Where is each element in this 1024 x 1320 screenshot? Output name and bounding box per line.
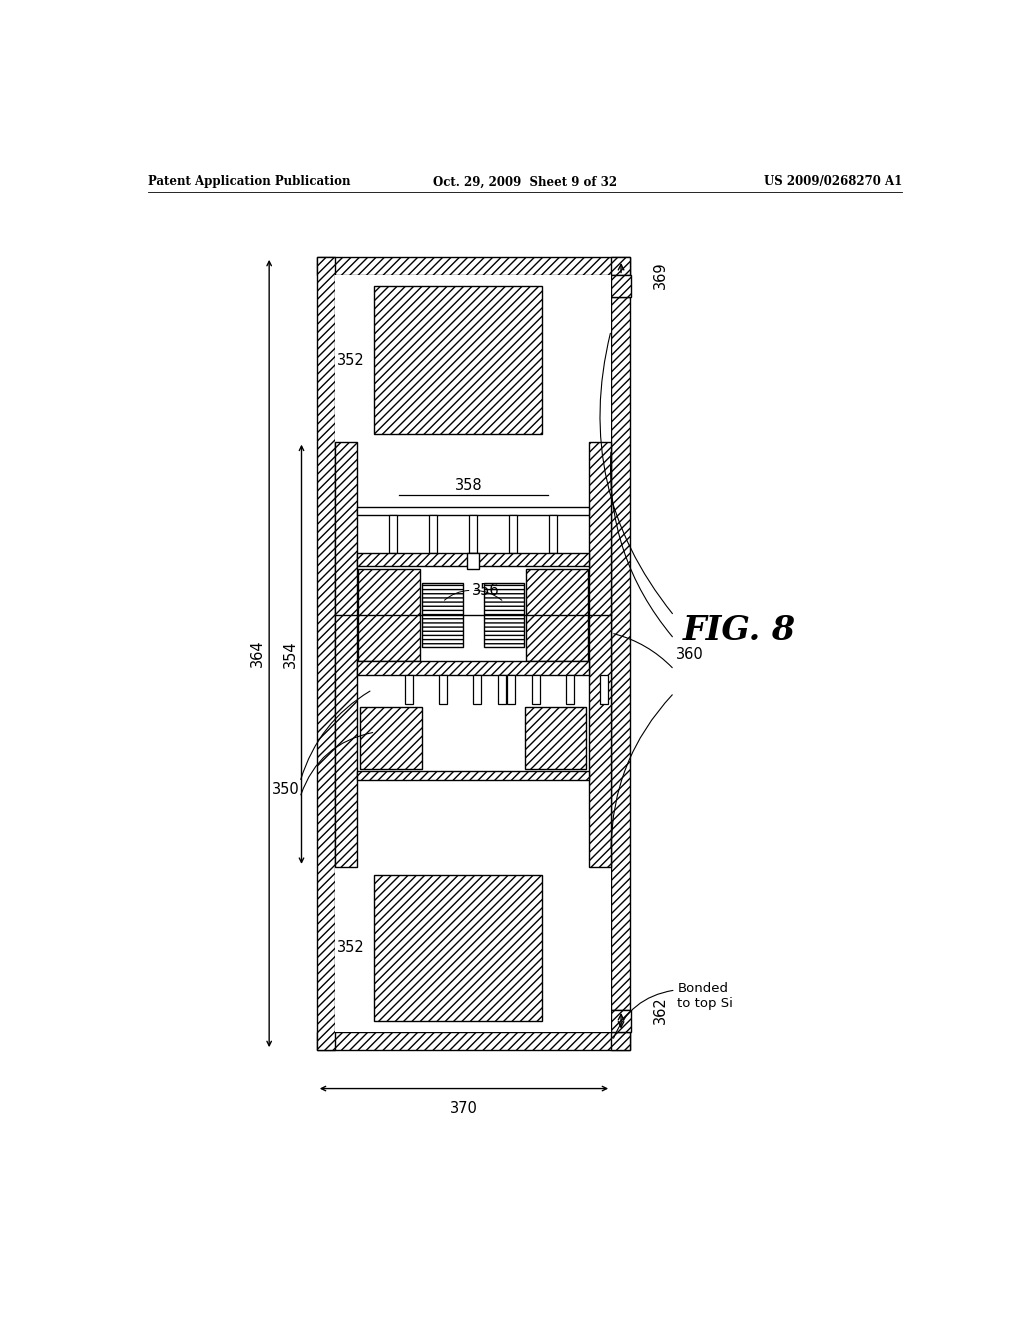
Bar <box>429 515 437 553</box>
Text: 356: 356 <box>472 583 500 598</box>
Text: Bonded
to top Si: Bonded to top Si <box>677 982 733 1010</box>
Bar <box>360 708 422 770</box>
Bar <box>509 515 517 553</box>
Bar <box>357 507 590 515</box>
Text: 358: 358 <box>455 478 482 494</box>
Bar <box>336 276 611 1032</box>
Bar <box>374 875 542 1020</box>
Text: 360: 360 <box>676 647 703 661</box>
Bar <box>526 569 588 661</box>
Text: 370: 370 <box>450 1101 478 1115</box>
Bar <box>357 661 590 675</box>
Bar <box>507 675 515 705</box>
Bar <box>316 257 630 276</box>
Text: 364: 364 <box>250 640 265 668</box>
Bar <box>524 708 587 770</box>
Bar <box>532 675 540 705</box>
Text: US 2009/0268270 A1: US 2009/0268270 A1 <box>764 176 902 189</box>
Bar <box>406 675 413 705</box>
Bar <box>611 1010 631 1032</box>
Text: 352: 352 <box>337 940 365 956</box>
Bar <box>473 675 481 705</box>
Bar <box>389 515 397 553</box>
Bar <box>358 569 420 661</box>
Bar <box>590 442 611 867</box>
Text: 354: 354 <box>283 640 298 668</box>
Bar <box>316 1032 630 1051</box>
Bar <box>357 553 590 566</box>
Bar <box>566 675 573 705</box>
Text: Oct. 29, 2009  Sheet 9 of 32: Oct. 29, 2009 Sheet 9 of 32 <box>433 176 616 189</box>
Bar <box>336 442 357 867</box>
Bar <box>439 675 446 705</box>
Bar <box>483 582 524 647</box>
Text: 350: 350 <box>272 783 300 797</box>
Text: 369: 369 <box>652 261 668 289</box>
Text: Patent Application Publication: Patent Application Publication <box>147 176 350 189</box>
Bar <box>422 582 463 647</box>
Bar <box>611 257 630 276</box>
Bar <box>498 675 506 705</box>
Bar <box>550 515 557 553</box>
Bar <box>611 276 631 297</box>
Bar <box>374 286 542 434</box>
Text: 362: 362 <box>652 997 668 1024</box>
Bar <box>611 297 630 1010</box>
Bar <box>467 553 479 569</box>
Bar <box>316 257 336 1051</box>
Bar <box>469 515 477 553</box>
Text: FIG. 8: FIG. 8 <box>682 614 796 647</box>
Bar <box>600 675 608 705</box>
Bar <box>611 1032 630 1051</box>
Bar <box>357 771 590 780</box>
Text: 352: 352 <box>337 352 365 368</box>
